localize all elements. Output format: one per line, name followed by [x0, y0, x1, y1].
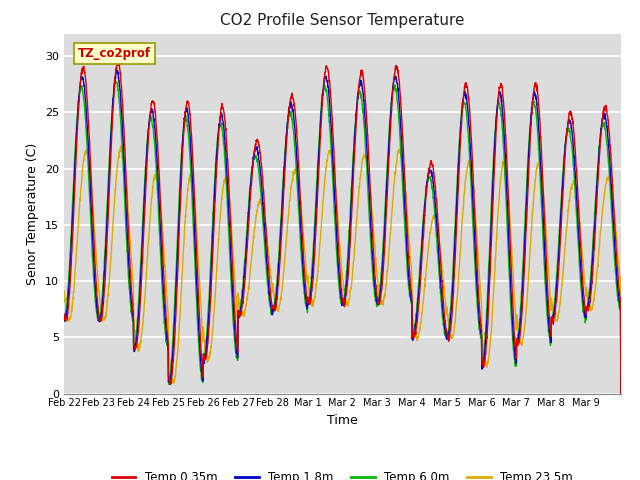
Title: CO2 Profile Sensor Temperature: CO2 Profile Sensor Temperature: [220, 13, 465, 28]
Text: TZ_co2prof: TZ_co2prof: [78, 47, 151, 60]
Y-axis label: Senor Temperature (C): Senor Temperature (C): [26, 143, 40, 285]
Legend: Temp 0.35m, Temp 1.8m, Temp 6.0m, Temp 23.5m: Temp 0.35m, Temp 1.8m, Temp 6.0m, Temp 2…: [107, 466, 578, 480]
X-axis label: Time: Time: [327, 414, 358, 427]
